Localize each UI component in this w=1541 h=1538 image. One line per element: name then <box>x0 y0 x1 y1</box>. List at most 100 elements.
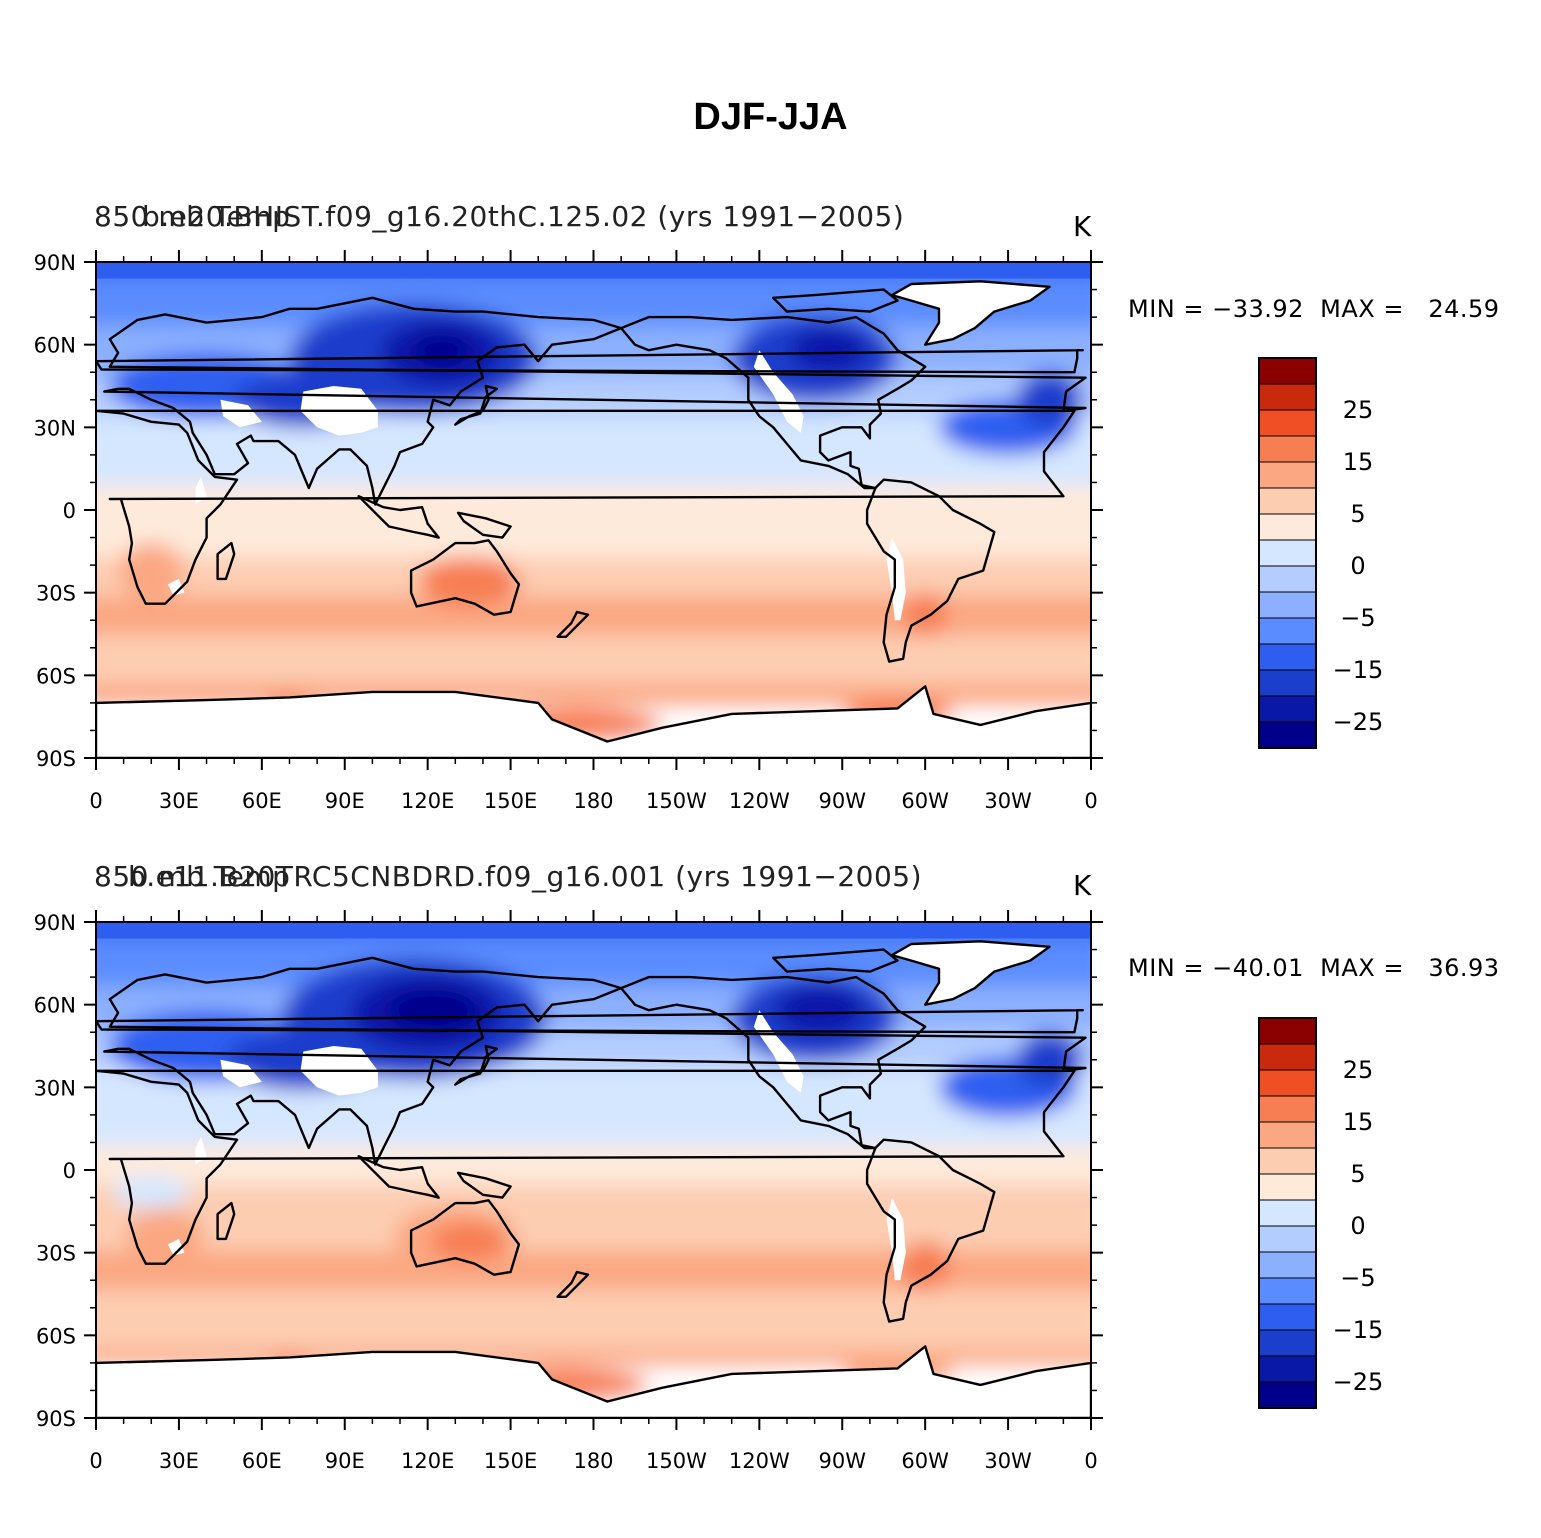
panel-1-colorbar-swatch <box>1258 383 1317 411</box>
panel-1-colorbar-label: −15 <box>1333 656 1384 684</box>
panel-2-lat-label: 90N <box>34 911 76 935</box>
panel-2-lat-label: 90S <box>36 1407 76 1431</box>
panel-2-colorbar-swatch <box>1258 1381 1317 1409</box>
panel-1-lat-label: 60N <box>34 334 76 358</box>
panel-2-lon-label: 30W <box>984 1449 1032 1473</box>
panel-1-colorbar-swatch <box>1258 487 1317 515</box>
panel-1-colorbar-swatch <box>1258 643 1317 671</box>
panel-2-lon-label: 60W <box>901 1449 949 1473</box>
panel-1-coastline <box>103 296 1087 506</box>
panel-1-zonal-band <box>96 417 1091 452</box>
panel-1-colorbar-label: 25 <box>1343 396 1374 424</box>
panel-1-lat-label: 60S <box>36 664 76 688</box>
panel-1-stats: MIN = −33.92 MAX = 24.59 <box>1128 295 1500 323</box>
panel-2-arctic-band <box>96 922 1091 939</box>
panel-2-units: K <box>1073 869 1092 902</box>
panel-1-coastline <box>456 511 512 539</box>
panel-1-lon-label: 0 <box>1084 789 1097 813</box>
panel-1-coastline <box>96 409 1076 605</box>
panel-2-coastline <box>456 1171 512 1199</box>
panel-1-elevation-mask <box>220 399 262 428</box>
panel-2-zonal-band <box>96 1289 1091 1327</box>
panel-2-elevation-mask <box>220 1059 262 1088</box>
panel-1-lon-label: 90W <box>819 789 867 813</box>
panel-1-coastline <box>890 280 1051 346</box>
panel-2-colorbar-label: 0 <box>1350 1212 1365 1240</box>
panel-1-lon-label: 150W <box>646 789 707 813</box>
panel-2-anomaly-region <box>126 1208 204 1264</box>
panel-1-antarctica-mask <box>96 686 1091 758</box>
panel-2-map: 90N 60N 30N 0 30S 60S 90S 0 30E 60E 90E 120E 150E 180… <box>34 910 1383 1473</box>
panel-2-colorbar-swatch <box>1258 1277 1317 1305</box>
panel-2-coastline <box>103 956 1087 1166</box>
panel-1-lon-label: 0 <box>89 789 102 813</box>
panel-2-greenland-mask <box>892 941 1050 1005</box>
panel-1-anomaly-region <box>413 333 470 367</box>
panel-1-colorbar-label: 15 <box>1343 448 1374 476</box>
panel-1-case: b.e20.BHIST.f09_g16.20thC.125.02 (yrs 19… <box>142 200 905 233</box>
panel-2-coastline <box>96 1009 1084 1034</box>
panel-2-colorbar-swatch <box>1258 1251 1317 1279</box>
panel-2-anomaly-region <box>388 988 478 1033</box>
panel-1-colorbar-swatch <box>1258 461 1317 489</box>
panel-2-coastline <box>96 1345 1091 1418</box>
panel-1-anomaly-region <box>903 592 948 637</box>
panel-2-colorbar-swatch <box>1258 1147 1317 1175</box>
panel-1-colorbar-swatch <box>1258 539 1317 567</box>
panel-2-colorbar-label: 5 <box>1350 1160 1365 1188</box>
panel-1-lat-label: 0 <box>63 499 76 523</box>
panel-1-coastline <box>556 610 590 638</box>
panel-1-colorbar-label: −5 <box>1340 604 1375 632</box>
panel-1-colorbar-swatch <box>1258 565 1317 593</box>
panel-1-map: 90N 60N 30N 0 30S 60S 90S 0 30E 60E 90E 120E 150E 180… <box>34 250 1384 813</box>
panel-1-colorbar-swatch <box>1258 409 1317 437</box>
panel-2-lon-label: 180 <box>573 1449 613 1473</box>
panel-1-coastline <box>409 539 521 616</box>
panel-2-zonal-band <box>96 1145 1091 1189</box>
panel-1-colorbar-swatch <box>1258 695 1317 723</box>
panel-1-zonal-band <box>96 634 1091 664</box>
panel-2-coastline <box>96 1069 1076 1265</box>
panel-1-colorbar-swatch <box>1258 435 1317 463</box>
panel-1-lon-label: 120W <box>729 789 790 813</box>
panel-1-greenland-mask <box>892 281 1050 345</box>
panel-2-coastline <box>619 975 927 1150</box>
panel-1-elevation-mask <box>167 578 185 596</box>
panel-1-lat-label: 90N <box>34 251 76 275</box>
panel-1-lon-label: 30W <box>984 789 1032 813</box>
main-title: DJF-JJA <box>693 96 848 138</box>
panel-2-lat-label: 30S <box>36 1242 76 1266</box>
panel-1-units: K <box>1073 210 1092 243</box>
panel-1-coastline <box>619 315 927 490</box>
panel-1-lon-label: 90E <box>325 789 365 813</box>
panel-2-colorbar-frame <box>1258 1017 1317 1409</box>
panel-1-colorbar-swatch <box>1258 513 1317 541</box>
panel-1-colorbar-swatch <box>1258 357 1317 385</box>
panel-1-colorbar-label: 5 <box>1350 500 1365 528</box>
panel-1-lat-label: 30S <box>36 582 76 606</box>
panel-1-variable: 850 mb Temp <box>94 200 291 233</box>
panel-2-colorbar-swatch <box>1258 1017 1317 1045</box>
panel-1-coastline <box>454 384 498 426</box>
panel-2-zonal-band <box>96 1184 1091 1217</box>
panel-2-coastline <box>556 1270 590 1298</box>
panel-1-colorbar-swatch <box>1258 669 1317 697</box>
panel-2-coastline <box>865 1138 996 1323</box>
panel-1-lon-label: 180 <box>573 789 613 813</box>
panel-2-lat-label: 30N <box>34 1076 76 1100</box>
panel-2-antarctica-mask <box>96 1346 1091 1418</box>
panel-2-anomaly-region <box>1016 1032 1083 1088</box>
panel-2-lon-label: 0 <box>89 1449 102 1473</box>
panel-2-anomaly-region <box>112 1175 190 1209</box>
panel-2-coastline <box>772 948 899 973</box>
panel-1-anomaly-region <box>118 543 185 599</box>
panel-2-coastline <box>890 940 1051 1006</box>
panel-1-anomaly-region <box>789 328 868 373</box>
panel-1-zonal-band <box>96 447 1091 490</box>
panel-2-lat-label: 60N <box>34 994 76 1018</box>
panel-2-lon-label: 150W <box>646 1449 707 1473</box>
panel-1-anomaly-region <box>419 556 519 607</box>
panel-2-zonal-band <box>96 1250 1091 1294</box>
panel-2-colorbar-swatch <box>1258 1069 1317 1097</box>
panel-2-anomaly-region <box>430 1222 508 1261</box>
